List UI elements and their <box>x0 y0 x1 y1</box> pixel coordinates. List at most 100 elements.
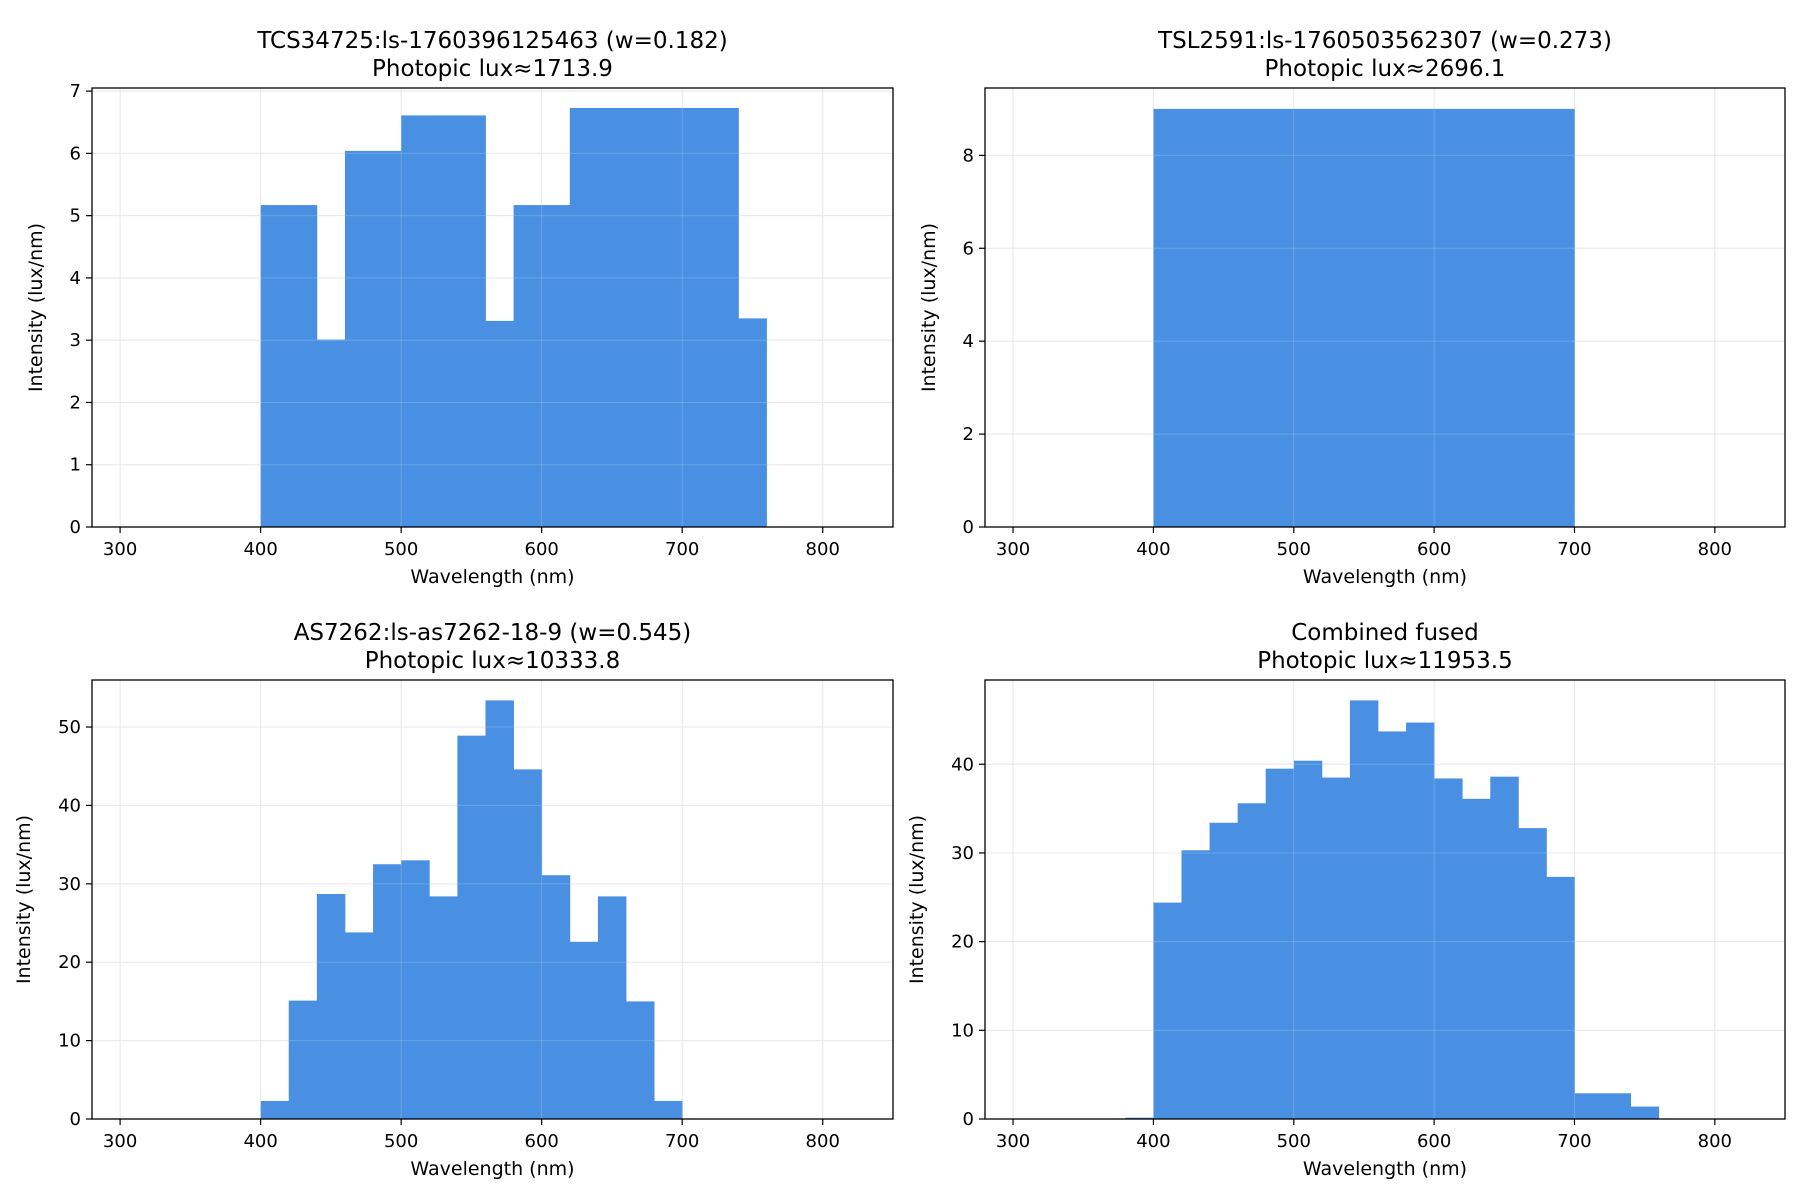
histogram-bar <box>513 205 571 528</box>
histogram-bar <box>1153 108 1575 528</box>
histogram-bar <box>569 941 599 1119</box>
histogram-bar <box>1462 798 1491 1119</box>
x-tick-label: 600 <box>525 539 559 560</box>
x-tick-label: 800 <box>1698 539 1732 560</box>
x-axis-label: Wavelength (nm) <box>410 1158 574 1180</box>
chart-panel-3: 300 400 500 600 700 800 0 10 20 30 40 50 AS7262:ls-a… <box>13 620 894 1180</box>
histogram-bar <box>1237 803 1267 1119</box>
y-tick-label: 10 <box>58 1031 81 1052</box>
x-axis-label: Wavelength (nm) <box>1303 1158 1467 1180</box>
y-tick-label: 0 <box>963 517 974 538</box>
y-tick-label: 4 <box>70 268 81 289</box>
x-tick-label: 800 <box>1698 1131 1732 1152</box>
histogram-bar <box>1546 876 1575 1119</box>
histogram-bar <box>485 320 514 527</box>
y-tick-label: 2 <box>963 424 974 445</box>
y-axis-label: Intensity (lux/nm) <box>906 815 928 984</box>
axes-frame <box>91 679 894 1120</box>
axes-frame <box>984 679 1786 1120</box>
y-tick-label: 2 <box>70 392 81 413</box>
x-tick-label: 700 <box>665 1131 699 1152</box>
histogram-bar <box>401 860 430 1119</box>
y-tick-label: 6 <box>963 238 974 259</box>
y-tick-label: 0 <box>963 1109 974 1130</box>
histogram-bar <box>1349 700 1379 1119</box>
histogram-bar <box>513 769 543 1119</box>
histogram-bar <box>485 700 514 1119</box>
chart-title: Combined fused <box>1291 620 1479 646</box>
histogram-bar <box>1321 777 1351 1119</box>
chart-title: TCS34725:ls-1760396125463 (w=0.182) <box>256 28 727 54</box>
histogram-bar <box>1406 722 1435 1119</box>
chart-subtitle: Photopic lux≈10333.8 <box>365 648 621 674</box>
y-tick-label: 8 <box>963 145 974 166</box>
histogram-bar <box>401 115 486 527</box>
histogram-bar <box>1630 1106 1660 1119</box>
x-tick-label: 800 <box>806 539 840 560</box>
chart-subtitle: Photopic lux≈2696.1 <box>1265 56 1506 82</box>
y-tick-label: 40 <box>951 754 974 775</box>
y-tick-label: 3 <box>70 330 81 351</box>
histogram-bar <box>1293 760 1323 1119</box>
chart-title: AS7262:ls-as7262-18-9 (w=0.545) <box>294 620 692 646</box>
x-tick-label: 300 <box>996 539 1030 560</box>
histogram-bar <box>738 318 767 527</box>
x-tick-label: 700 <box>1557 539 1591 560</box>
histogram-bar <box>1490 776 1519 1119</box>
y-tick-label: 0 <box>70 517 81 538</box>
x-tick-label: 300 <box>996 1131 1030 1152</box>
histogram-bar <box>344 932 374 1119</box>
histogram-bar <box>1574 1093 1632 1119</box>
y-axis-label: Intensity (lux/nm) <box>13 815 35 984</box>
histogram-bar <box>1265 768 1295 1119</box>
x-tick-label: 500 <box>1277 539 1311 560</box>
x-tick-label: 600 <box>525 1131 559 1152</box>
x-tick-label: 400 <box>1136 1131 1170 1152</box>
histogram-bar <box>373 864 402 1119</box>
histogram-bar <box>1125 1117 1154 1119</box>
histogram-bar <box>1153 902 1182 1119</box>
histogram-bar <box>626 1001 655 1119</box>
y-tick-label: 7 <box>70 81 81 102</box>
y-tick-label: 20 <box>58 952 81 973</box>
histogram-bar <box>541 875 571 1119</box>
histogram-bar <box>316 339 346 527</box>
x-tick-label: 600 <box>1417 539 1451 560</box>
y-tick-label: 50 <box>58 717 81 738</box>
histogram-bar <box>429 896 458 1119</box>
x-tick-label: 500 <box>384 1131 418 1152</box>
histogram-bar <box>1377 731 1407 1119</box>
chart-panel-4: 300 400 500 600 700 800 0 10 20 30 40 Combined fuse… <box>906 620 1786 1180</box>
y-tick-label: 4 <box>963 331 974 352</box>
x-tick-label: 600 <box>1417 1131 1451 1152</box>
x-axis-label: Wavelength (nm) <box>410 566 574 588</box>
y-tick-label: 30 <box>58 874 81 895</box>
x-tick-label: 500 <box>1277 1131 1311 1152</box>
x-tick-label: 800 <box>806 1131 840 1152</box>
histogram-bar <box>654 1100 683 1119</box>
x-tick-label: 700 <box>665 539 699 560</box>
y-tick-label: 5 <box>70 206 81 227</box>
y-tick-label: 1 <box>70 455 81 476</box>
y-tick-label: 0 <box>70 1109 81 1130</box>
x-tick-label: 700 <box>1557 1131 1591 1152</box>
y-tick-label: 10 <box>951 1020 974 1041</box>
x-tick-label: 400 <box>1136 539 1170 560</box>
histogram-bar <box>1209 822 1239 1119</box>
histogram-bar <box>1518 828 1547 1119</box>
y-tick-label: 6 <box>70 143 81 164</box>
histogram-bar <box>316 894 346 1119</box>
chart-panel-2: 300 400 500 600 700 800 0 2 4 6 8 TSL2591:ls-176050… <box>918 28 1786 588</box>
y-tick-label: 30 <box>951 843 974 864</box>
y-axis-label: Intensity (lux/nm) <box>25 223 47 392</box>
histogram-bar <box>457 735 486 1119</box>
axes-frame <box>984 87 1786 528</box>
histogram-bar <box>260 205 318 528</box>
x-tick-label: 400 <box>243 1131 277 1152</box>
chart-subtitle: Photopic lux≈11953.5 <box>1257 648 1513 674</box>
axes-frame <box>91 87 894 528</box>
chart-panel-1: 300 400 500 600 700 800 0 1 2 3 4 5 6 7 TCS34725:ls-17… <box>25 28 894 588</box>
x-tick-label: 300 <box>103 539 137 560</box>
y-tick-label: 40 <box>58 795 81 816</box>
